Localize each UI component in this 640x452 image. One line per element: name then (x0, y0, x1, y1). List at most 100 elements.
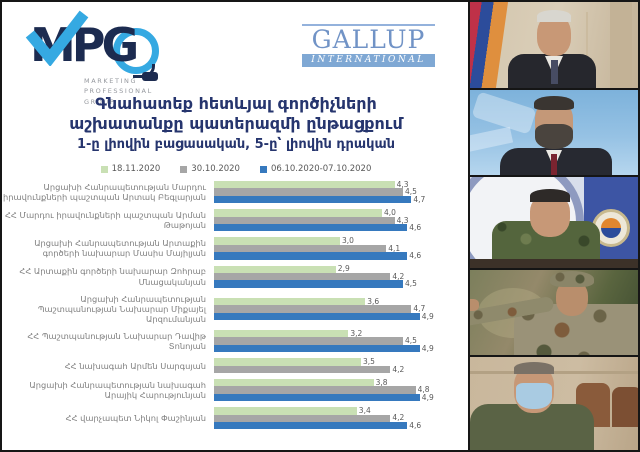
armenian-flag-graphic (470, 2, 509, 88)
bar (214, 330, 349, 338)
bar-line: 4,9 (214, 343, 470, 353)
bar (214, 386, 416, 394)
wall-panel-graphic (610, 2, 632, 88)
bar-line: 4,5 (214, 337, 470, 345)
bar (214, 280, 403, 288)
bar-value-label: 4,3 (396, 179, 409, 189)
bar-value-label: 4,6 (409, 222, 422, 232)
tagline-line: PROFESSIONAL (84, 87, 153, 96)
gallup-logo: GALLUP INTERNATIONAL (302, 24, 435, 67)
bar-line: 4,7 (214, 305, 470, 313)
bar-value-label: 4,7 (413, 194, 426, 204)
bar-value-label: 4,2 (392, 271, 405, 281)
bar-group: 3,8 4,8 4,9 (214, 378, 470, 402)
bar-line: 4,8 (214, 385, 470, 395)
hand-graphic (470, 299, 479, 311)
category-label: ՀՀ Մարդու իրավունքների պաշտպան Արման Թաթ… (4, 210, 206, 231)
legend-item: 18.11.2020 (100, 164, 161, 174)
bar-value-label: 4,2 (392, 413, 405, 423)
mpg-tagline: MARKETING PROFESSIONAL GROUP (84, 76, 153, 107)
bar-value-label: 4,9 (421, 343, 434, 353)
hair-graphic (530, 189, 570, 202)
chart-title: Գնահատեք հետևյալ գործիչների աշխատանքը պա… (2, 94, 470, 152)
bar-group: 3,0 4,1 4,6 (214, 237, 470, 261)
photo-column (468, 2, 638, 450)
bar-line: 4,3 (214, 217, 470, 224)
bar (214, 265, 336, 273)
bar-line: 3,4 (214, 406, 470, 416)
hair-graphic (514, 362, 554, 374)
bar (214, 414, 391, 422)
category-label: Արցախի Հանրապետության Մարդու իրավունքներ… (2, 181, 206, 203)
bar-line: 3,5 (214, 357, 470, 367)
bar-value-label: 4,3 (396, 215, 409, 225)
legend-label: 30.10.2020 (191, 164, 240, 174)
legend-swatch (180, 165, 188, 173)
bar-value-label: 4,8 (417, 385, 430, 395)
bar-value-label: 4,5 (405, 279, 417, 289)
tie-graphic (550, 60, 558, 84)
bar (214, 378, 374, 387)
mpg-logo: MPG MARKETING PROFESSIONAL GROUP (25, 10, 190, 107)
bar-value-label: 4,9 (421, 392, 434, 402)
bar-value-label: 4,6 (409, 251, 422, 261)
bar (214, 252, 408, 260)
portrait-photo-president-flag (470, 2, 638, 88)
chart-row: Արցախի Հանրապետության Արտաքին գործերի նա… (2, 237, 470, 261)
legend-item: 06.10.2020-07.10.2020 (259, 164, 372, 174)
bar-line: 3,8 (214, 378, 470, 387)
bar (214, 344, 420, 353)
bar-line: 4,0 (214, 209, 470, 217)
bar-group: 3,6 4,7 4,9 (214, 298, 470, 320)
bar-line: 4,6 (214, 251, 470, 261)
beard-graphic (535, 124, 573, 149)
bar-chart: Արցախի Հանրապետության Մարդու իրավունքներ… (2, 181, 470, 435)
title-line-3: 1-ը լիովին բացասական, 5-ը՝ լիովին դրական (76, 136, 395, 152)
bar (214, 297, 366, 306)
bar-line: 4,9 (214, 312, 470, 320)
bar (214, 237, 340, 245)
bar-value-label: 3,5 (363, 357, 375, 367)
bar-line: 4,2 (214, 271, 470, 281)
chart-row: ՀՀ նախագահ Արմեն Սարգսյան 3,5 4,2 (2, 358, 470, 373)
military-cap-graphic (550, 271, 594, 287)
category-label: ՀՀ Պաշտպանության Նախարար Դավիթ Տոնոյան (27, 330, 206, 352)
bar (214, 216, 395, 224)
bar-line: 4,5 (214, 279, 470, 289)
chart-row: Արցախի Հանրապետության նախագահ Արայիկ Հար… (2, 378, 470, 402)
category-label: Արցախի Հանրապետության նախագահ Արայիկ Հար… (29, 379, 206, 401)
bar-line: 4,6 (214, 422, 470, 430)
bar (214, 244, 387, 253)
tagline-line: MARKETING (84, 77, 138, 85)
bar-line: 4,7 (214, 194, 470, 204)
headset-mic-icon (142, 72, 158, 81)
legend-swatch (259, 165, 267, 173)
bar (214, 195, 412, 204)
legend-label: 18.11.2020 (111, 164, 161, 174)
bar (214, 393, 420, 402)
category-label: ՀՀ նախագահ Արմեն Սարգսյան (64, 360, 206, 371)
legend-label: 06.10.2020-07.10.2020 (270, 164, 372, 174)
bar-line: 3,6 (214, 296, 470, 306)
wall-line-graphic (470, 371, 638, 374)
bar-line: 3,0 (214, 237, 470, 245)
portrait-photo-bearded-official (470, 88, 638, 175)
desk-graphic (470, 259, 638, 268)
bar-value-label: 3,4 (358, 406, 371, 416)
chart-row: Արցախի Հանրապետության Մարդու իրավունքներ… (2, 179, 470, 204)
gallup-subtitle: INTERNATIONAL (302, 53, 435, 67)
bar-value-label: 4,2 (392, 364, 405, 374)
gallup-name: GALLUP (302, 24, 435, 53)
bar-line: 2,9 (214, 264, 470, 274)
chart-row: ՀՀ Արտաքին գործերի նախարար Զոհրաբ Մնացակ… (2, 264, 470, 289)
portrait-photo-masked-official (470, 355, 638, 450)
bar-group: 3,4 4,2 4,6 (214, 406, 470, 430)
bar-line: 4,2 (214, 413, 470, 423)
check-icon (25, 10, 89, 66)
bar (214, 358, 361, 366)
bar-value-label: 2,9 (337, 264, 350, 274)
bar-value-label: 3,6 (367, 296, 380, 306)
chair-graphic (612, 387, 638, 427)
legend-swatch (100, 165, 108, 173)
